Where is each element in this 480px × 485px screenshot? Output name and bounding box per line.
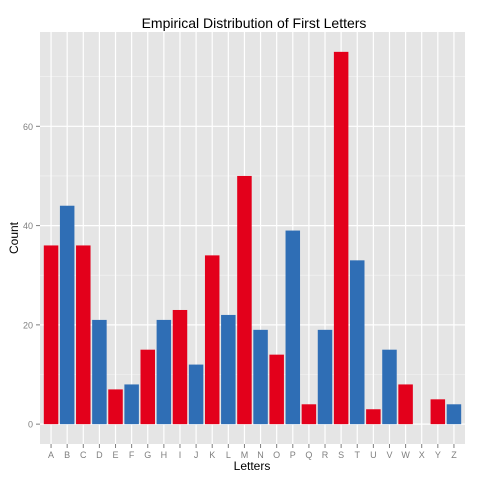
bar-P bbox=[285, 230, 301, 425]
bar-J bbox=[188, 364, 204, 425]
bar-Q bbox=[301, 404, 317, 425]
bar-E bbox=[108, 389, 123, 425]
bar-S bbox=[333, 51, 349, 425]
y-tick-label: 40 bbox=[23, 221, 33, 231]
x-axis-label: Letters bbox=[234, 459, 271, 473]
bar-H bbox=[156, 319, 172, 425]
bar-L bbox=[221, 314, 236, 425]
x-tick-label: G bbox=[144, 450, 151, 460]
y-tick-label: 0 bbox=[28, 420, 33, 430]
x-tick-label: M bbox=[241, 450, 249, 460]
bar-I bbox=[172, 309, 188, 425]
x-tick-label: A bbox=[48, 450, 54, 460]
x-tick-label: W bbox=[401, 450, 410, 460]
x-tick-label: Y bbox=[435, 450, 441, 460]
x-tick-label: O bbox=[273, 450, 280, 460]
x-tick-label: P bbox=[290, 450, 296, 460]
chart-title: Empirical Distribution of First Letters bbox=[142, 15, 367, 31]
bar-D bbox=[92, 319, 107, 425]
x-tick-label: R bbox=[322, 450, 329, 460]
bar-F bbox=[124, 384, 139, 425]
x-tick-label: L bbox=[226, 450, 231, 460]
bar-M bbox=[237, 175, 252, 425]
bar-T bbox=[349, 260, 365, 425]
bar-Z bbox=[446, 404, 462, 425]
x-tick-label: T bbox=[355, 450, 361, 460]
x-tick-label: U bbox=[370, 450, 377, 460]
x-tick-label: I bbox=[179, 450, 182, 460]
bar-V bbox=[382, 349, 397, 425]
bar-U bbox=[366, 409, 381, 425]
x-tick-label: E bbox=[113, 450, 119, 460]
bar-R bbox=[317, 329, 333, 425]
bar-B bbox=[59, 205, 75, 425]
x-tick-label: K bbox=[209, 450, 215, 460]
x-tick-label: D bbox=[96, 450, 103, 460]
y-tick-label: 60 bbox=[23, 122, 33, 132]
x-tick-label: V bbox=[386, 450, 392, 460]
x-tick-label: B bbox=[64, 450, 70, 460]
bar-A bbox=[43, 245, 59, 425]
bars bbox=[43, 51, 462, 425]
x-tick-label: F bbox=[129, 450, 135, 460]
x-tick-label: C bbox=[80, 450, 87, 460]
bar-O bbox=[269, 354, 284, 425]
x-tick-label: X bbox=[419, 450, 425, 460]
x-tick-label: S bbox=[338, 450, 344, 460]
y-axis-label: Count bbox=[7, 221, 21, 254]
x-tick-label: Z bbox=[451, 450, 457, 460]
bar-C bbox=[76, 245, 91, 425]
bar-N bbox=[253, 329, 268, 425]
bar-K bbox=[204, 255, 220, 425]
x-tick-label: Q bbox=[305, 450, 312, 460]
x-tick-label: N bbox=[257, 450, 264, 460]
x-tick-label: J bbox=[194, 450, 199, 460]
bar-W bbox=[398, 384, 413, 425]
bar-G bbox=[140, 349, 156, 425]
bar-Y bbox=[430, 399, 446, 425]
y-axis: 0 20 40 60 bbox=[23, 122, 40, 430]
y-tick-label: 20 bbox=[23, 320, 33, 330]
x-tick-label: H bbox=[161, 450, 168, 460]
